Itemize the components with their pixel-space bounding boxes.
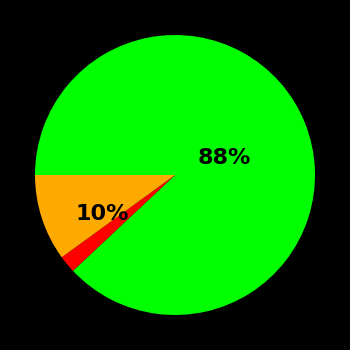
Wedge shape [35,175,175,257]
Text: 88%: 88% [197,148,251,168]
Text: 10%: 10% [76,204,129,224]
Wedge shape [62,175,175,271]
Wedge shape [35,35,315,315]
